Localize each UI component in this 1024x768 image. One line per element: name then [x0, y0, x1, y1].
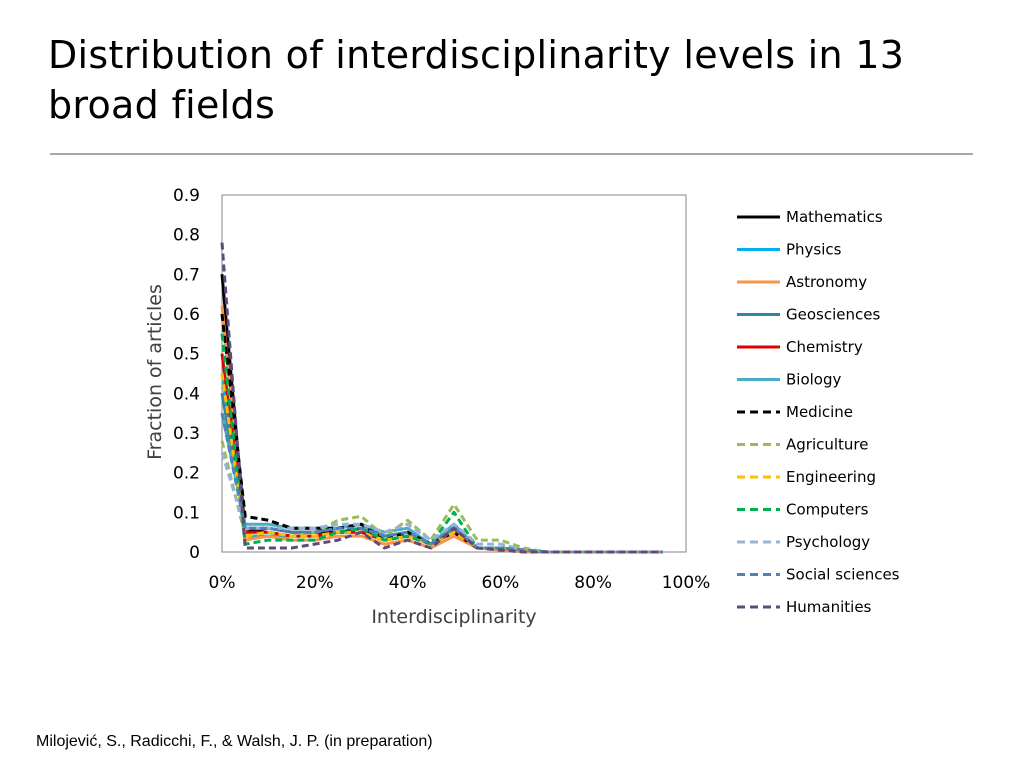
y-axis-label: Fraction of articles [144, 284, 166, 460]
citation: Milojević, S., Radicchi, F., & Walsh, J.… [36, 733, 433, 750]
legend-label: Astronomy [786, 273, 867, 291]
x-tick-label: 0% [209, 573, 236, 593]
y-tick-label: 0.8 [173, 226, 200, 246]
legend-label: Medicine [786, 403, 853, 421]
y-tick-label: 0.5 [173, 345, 200, 365]
legend-label: Social sciences [786, 566, 900, 584]
legend-label: Mathematics [786, 208, 883, 226]
y-tick-label: 0.6 [173, 305, 200, 325]
plot-area [221, 194, 687, 553]
legend-label: Psychology [786, 533, 870, 551]
legend: Mathematics Physics Astronomy Geosciences Ch… [737, 208, 900, 616]
plot-layer: 0 0.1 0.2 0.3 0.4 0.5 0.6 0.7 0.8 0.9 0% 20% 40% 60% 8… [173, 186, 710, 593]
y-tick-label: 0.3 [173, 424, 200, 444]
y-tick-label: 0.4 [173, 384, 200, 404]
legend-label: Engineering [786, 468, 876, 486]
x-tick-label: 100% [662, 573, 711, 593]
legend-label: Chemistry [786, 338, 863, 356]
y-tick-label: 0.2 [173, 464, 200, 484]
legend-label: Computers [786, 501, 869, 519]
y-tick-label: 0.1 [173, 503, 200, 523]
x-tick-label: 60% [482, 573, 520, 593]
y-tick-label: 0 [189, 543, 200, 563]
legend-label: Biology [786, 371, 842, 389]
x-axis-label: Interdisciplinarity [371, 606, 536, 628]
legend-label: Physics [786, 241, 842, 259]
legend-label: Geosciences [786, 306, 880, 324]
series-line-humanities [220, 242, 663, 554]
slide-title: Distribution of interdisciplinarity leve… [48, 33, 905, 127]
y-tick-label: 0.9 [173, 186, 200, 206]
y-tick-label: 0.7 [173, 265, 200, 285]
legend-label: Agriculture [786, 436, 869, 454]
x-tick-label: 80% [574, 573, 612, 593]
legend-label: Humanities [786, 598, 872, 616]
x-tick-label: 20% [296, 573, 334, 593]
x-tick-label: 40% [389, 573, 427, 593]
title-divider [50, 153, 973, 155]
